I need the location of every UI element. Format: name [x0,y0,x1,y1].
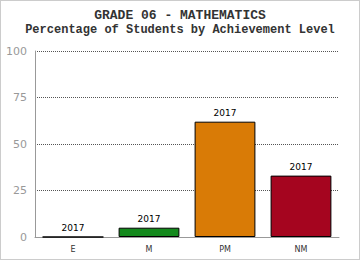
svg-text:NM: NM [295,245,308,254]
svg-text:E: E [70,245,75,254]
svg-text:25: 25 [13,184,27,197]
svg-text:50: 50 [13,138,27,151]
svg-text:GRADE 06 - MATHEMATICS: GRADE 06 - MATHEMATICS [94,8,266,23]
svg-text:2017: 2017 [62,223,85,233]
svg-text:2017: 2017 [290,162,313,172]
svg-text:100: 100 [6,45,27,58]
svg-text:2017: 2017 [138,214,161,224]
svg-text:2017: 2017 [214,108,237,118]
svg-text:0: 0 [20,231,27,244]
svg-text:PM: PM [219,245,231,254]
svg-text:Percentage of Students by Achi: Percentage of Students by Achievement Le… [25,23,335,37]
svg-text:75: 75 [13,91,27,104]
svg-text:M: M [146,245,153,254]
